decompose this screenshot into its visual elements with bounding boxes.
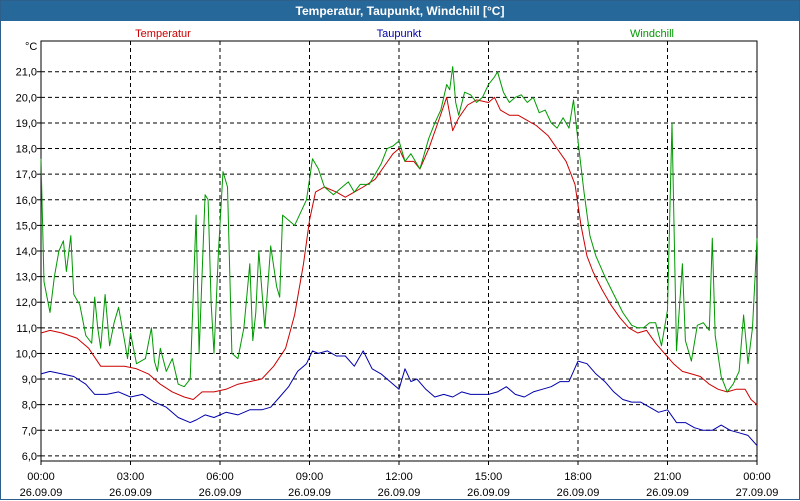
- y-axis-label: °C: [25, 41, 37, 53]
- x-tick-date: 27.09.09: [736, 487, 779, 499]
- x-tick-time: 09:00: [296, 471, 324, 483]
- x-tick-time: 00:00: [27, 471, 55, 483]
- x-axis-ticks: 00:00 26.09.09 03:00 26.09.09 06:00 26.09.09 0…: [20, 461, 779, 499]
- y-axis-ticks: 6,0 7,0 8,0 9,0 10,0 11,0 12,0 13,0 14,0 15,0 16,0…: [16, 67, 41, 463]
- x-tick-date: 26.09.09: [199, 487, 242, 499]
- y-tick-label: 8,0: [22, 400, 37, 412]
- x-tick-time: 00:00: [743, 471, 771, 483]
- y-tick-label: 21,0: [16, 67, 37, 79]
- x-tick-date: 26.09.09: [378, 487, 421, 499]
- y-tick-label: 14,0: [16, 246, 37, 258]
- x-tick-date: 26.09.09: [646, 487, 689, 499]
- x-tick-date: 26.09.09: [109, 487, 152, 499]
- window-title: Temperatur, Taupunkt, Windchill [°C]: [1, 1, 799, 21]
- x-tick-time: 06:00: [206, 471, 234, 483]
- x-tick-time: 21:00: [654, 471, 682, 483]
- x-tick-date: 26.09.09: [557, 487, 600, 499]
- y-tick-label: 20,0: [16, 92, 37, 104]
- x-tick-time: 15:00: [475, 471, 503, 483]
- y-tick-label: 13,0: [16, 272, 37, 284]
- x-tick-time: 18:00: [564, 471, 592, 483]
- series-line-taupunkt: [40, 350, 758, 446]
- y-tick-label: 15,0: [16, 220, 37, 232]
- y-tick-label: 7,0: [22, 425, 37, 437]
- series-line-windchill: [40, 66, 758, 393]
- y-tick-label: 18,0: [16, 144, 37, 156]
- y-tick-label: 12,0: [16, 297, 37, 309]
- legend-taupunkt: Taupunkt: [377, 28, 422, 40]
- y-tick-label: 6,0: [22, 451, 37, 463]
- y-tick-label: 11,0: [16, 323, 37, 335]
- x-tick-time: 03:00: [117, 471, 145, 483]
- y-tick-label: 19,0: [16, 118, 37, 130]
- y-tick-label: 10,0: [16, 348, 37, 360]
- x-tick-date: 26.09.09: [20, 487, 63, 499]
- y-tick-label: 9,0: [22, 374, 37, 386]
- y-tick-label: 17,0: [16, 169, 37, 181]
- legend: Temperatur Taupunkt Windchill: [135, 28, 674, 40]
- y-tick-label: 16,0: [16, 195, 37, 207]
- series-lines: [40, 66, 758, 446]
- legend-temperatur: Temperatur: [135, 28, 191, 40]
- x-tick-date: 26.09.09: [467, 487, 510, 499]
- series-line-temperatur: [40, 96, 758, 406]
- legend-windchill: Windchill: [630, 28, 674, 40]
- x-tick-date: 26.09.09: [288, 487, 331, 499]
- x-tick-time: 12:00: [385, 471, 413, 483]
